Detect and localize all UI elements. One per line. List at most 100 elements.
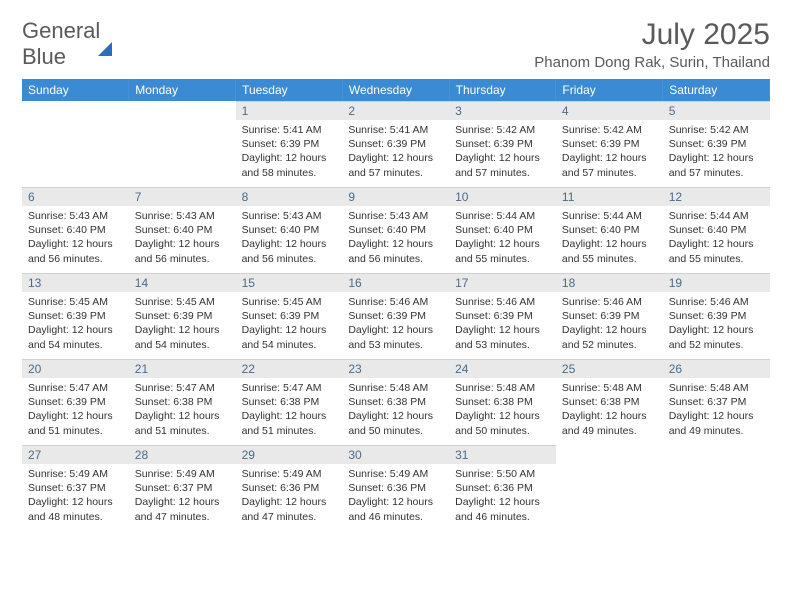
calendar-cell: 15Sunrise: 5:45 AMSunset: 6:39 PMDayligh… bbox=[236, 273, 343, 359]
calendar-cell: 10Sunrise: 5:44 AMSunset: 6:40 PMDayligh… bbox=[449, 187, 556, 273]
day-number: 7 bbox=[129, 187, 236, 206]
day-number: 2 bbox=[342, 101, 449, 120]
calendar-cell: 6Sunrise: 5:43 AMSunset: 6:40 PMDaylight… bbox=[22, 187, 129, 273]
day-number: 20 bbox=[22, 359, 129, 378]
day-details: Sunrise: 5:49 AMSunset: 6:36 PMDaylight:… bbox=[342, 464, 449, 530]
day-number: 3 bbox=[449, 101, 556, 120]
day-number: 14 bbox=[129, 273, 236, 292]
day-details: Sunrise: 5:47 AMSunset: 6:38 PMDaylight:… bbox=[129, 378, 236, 444]
day-details: Sunrise: 5:42 AMSunset: 6:39 PMDaylight:… bbox=[449, 120, 556, 186]
calendar-cell: 19Sunrise: 5:46 AMSunset: 6:39 PMDayligh… bbox=[663, 273, 770, 359]
header: General Blue July 2025 Phanom Dong Rak, … bbox=[22, 18, 770, 71]
day-details: Sunrise: 5:43 AMSunset: 6:40 PMDaylight:… bbox=[342, 206, 449, 272]
day-details: Sunrise: 5:42 AMSunset: 6:39 PMDaylight:… bbox=[556, 120, 663, 186]
calendar-cell: 22Sunrise: 5:47 AMSunset: 6:38 PMDayligh… bbox=[236, 359, 343, 445]
calendar-cell: 4Sunrise: 5:42 AMSunset: 6:39 PMDaylight… bbox=[556, 101, 663, 187]
day-details: Sunrise: 5:47 AMSunset: 6:39 PMDaylight:… bbox=[22, 378, 129, 444]
logo-word2: Blue bbox=[22, 44, 66, 69]
calendar-cell: 28Sunrise: 5:49 AMSunset: 6:37 PMDayligh… bbox=[129, 445, 236, 531]
day-number: 25 bbox=[556, 359, 663, 378]
day-details: Sunrise: 5:44 AMSunset: 6:40 PMDaylight:… bbox=[663, 206, 770, 272]
day-number: 28 bbox=[129, 445, 236, 464]
day-number: 27 bbox=[22, 445, 129, 464]
title-block: July 2025 Phanom Dong Rak, Surin, Thaila… bbox=[534, 18, 770, 71]
calendar-row: 1Sunrise: 5:41 AMSunset: 6:39 PMDaylight… bbox=[22, 101, 770, 187]
day-details: Sunrise: 5:46 AMSunset: 6:39 PMDaylight:… bbox=[449, 292, 556, 358]
day-number: 8 bbox=[236, 187, 343, 206]
weekday-header: Saturday bbox=[663, 79, 770, 101]
day-number: 30 bbox=[342, 445, 449, 464]
day-number: 29 bbox=[236, 445, 343, 464]
day-number: 6 bbox=[22, 187, 129, 206]
calendar-cell: 1Sunrise: 5:41 AMSunset: 6:39 PMDaylight… bbox=[236, 101, 343, 187]
day-number: 22 bbox=[236, 359, 343, 378]
day-details: Sunrise: 5:45 AMSunset: 6:39 PMDaylight:… bbox=[22, 292, 129, 358]
day-number: 17 bbox=[449, 273, 556, 292]
day-details: Sunrise: 5:42 AMSunset: 6:39 PMDaylight:… bbox=[663, 120, 770, 186]
day-details: Sunrise: 5:49 AMSunset: 6:36 PMDaylight:… bbox=[236, 464, 343, 530]
calendar-cell: 5Sunrise: 5:42 AMSunset: 6:39 PMDaylight… bbox=[663, 101, 770, 187]
day-details: Sunrise: 5:48 AMSunset: 6:37 PMDaylight:… bbox=[663, 378, 770, 444]
calendar-cell bbox=[129, 101, 236, 187]
day-number: 5 bbox=[663, 101, 770, 120]
day-number: 24 bbox=[449, 359, 556, 378]
calendar-cell: 2Sunrise: 5:41 AMSunset: 6:39 PMDaylight… bbox=[342, 101, 449, 187]
day-number: 1 bbox=[236, 101, 343, 120]
day-number: 9 bbox=[342, 187, 449, 206]
calendar-cell: 17Sunrise: 5:46 AMSunset: 6:39 PMDayligh… bbox=[449, 273, 556, 359]
logo-triangle-icon bbox=[98, 25, 112, 56]
calendar-cell: 18Sunrise: 5:46 AMSunset: 6:39 PMDayligh… bbox=[556, 273, 663, 359]
weekday-header: Friday bbox=[556, 79, 663, 101]
day-number: 31 bbox=[449, 445, 556, 464]
day-details: Sunrise: 5:43 AMSunset: 6:40 PMDaylight:… bbox=[22, 206, 129, 272]
day-number: 16 bbox=[342, 273, 449, 292]
weekday-header: Tuesday bbox=[236, 79, 343, 101]
day-details: Sunrise: 5:50 AMSunset: 6:36 PMDaylight:… bbox=[449, 464, 556, 530]
calendar-cell: 26Sunrise: 5:48 AMSunset: 6:37 PMDayligh… bbox=[663, 359, 770, 445]
calendar-cell: 11Sunrise: 5:44 AMSunset: 6:40 PMDayligh… bbox=[556, 187, 663, 273]
logo: General Blue bbox=[22, 18, 112, 70]
day-number: 18 bbox=[556, 273, 663, 292]
day-number: 12 bbox=[663, 187, 770, 206]
calendar-cell: 8Sunrise: 5:43 AMSunset: 6:40 PMDaylight… bbox=[236, 187, 343, 273]
month-title: July 2025 bbox=[534, 18, 770, 52]
day-number: 15 bbox=[236, 273, 343, 292]
day-number: 4 bbox=[556, 101, 663, 120]
day-details: Sunrise: 5:44 AMSunset: 6:40 PMDaylight:… bbox=[556, 206, 663, 272]
logo-word1: General bbox=[22, 18, 100, 43]
logo-text: General Blue bbox=[22, 18, 112, 70]
calendar-cell: 7Sunrise: 5:43 AMSunset: 6:40 PMDaylight… bbox=[129, 187, 236, 273]
day-number: 21 bbox=[129, 359, 236, 378]
calendar-cell: 16Sunrise: 5:46 AMSunset: 6:39 PMDayligh… bbox=[342, 273, 449, 359]
day-details: Sunrise: 5:41 AMSunset: 6:39 PMDaylight:… bbox=[342, 120, 449, 186]
day-number: 26 bbox=[663, 359, 770, 378]
calendar-cell: 29Sunrise: 5:49 AMSunset: 6:36 PMDayligh… bbox=[236, 445, 343, 531]
day-number: 23 bbox=[342, 359, 449, 378]
calendar-cell: 31Sunrise: 5:50 AMSunset: 6:36 PMDayligh… bbox=[449, 445, 556, 531]
day-number: 11 bbox=[556, 187, 663, 206]
calendar-cell: 23Sunrise: 5:48 AMSunset: 6:38 PMDayligh… bbox=[342, 359, 449, 445]
day-details: Sunrise: 5:41 AMSunset: 6:39 PMDaylight:… bbox=[236, 120, 343, 186]
day-details: Sunrise: 5:48 AMSunset: 6:38 PMDaylight:… bbox=[342, 378, 449, 444]
weekday-header: Sunday bbox=[22, 79, 129, 101]
day-details: Sunrise: 5:45 AMSunset: 6:39 PMDaylight:… bbox=[236, 292, 343, 358]
calendar-cell: 21Sunrise: 5:47 AMSunset: 6:38 PMDayligh… bbox=[129, 359, 236, 445]
day-number: 10 bbox=[449, 187, 556, 206]
day-details: Sunrise: 5:43 AMSunset: 6:40 PMDaylight:… bbox=[129, 206, 236, 272]
calendar-cell: 13Sunrise: 5:45 AMSunset: 6:39 PMDayligh… bbox=[22, 273, 129, 359]
day-details: Sunrise: 5:46 AMSunset: 6:39 PMDaylight:… bbox=[556, 292, 663, 358]
weekday-header: Monday bbox=[129, 79, 236, 101]
calendar-cell: 14Sunrise: 5:45 AMSunset: 6:39 PMDayligh… bbox=[129, 273, 236, 359]
day-details: Sunrise: 5:48 AMSunset: 6:38 PMDaylight:… bbox=[449, 378, 556, 444]
calendar-cell bbox=[556, 445, 663, 531]
calendar-cell: 25Sunrise: 5:48 AMSunset: 6:38 PMDayligh… bbox=[556, 359, 663, 445]
day-details: Sunrise: 5:49 AMSunset: 6:37 PMDaylight:… bbox=[129, 464, 236, 530]
calendar-cell: 9Sunrise: 5:43 AMSunset: 6:40 PMDaylight… bbox=[342, 187, 449, 273]
calendar-cell: 24Sunrise: 5:48 AMSunset: 6:38 PMDayligh… bbox=[449, 359, 556, 445]
location: Phanom Dong Rak, Surin, Thailand bbox=[534, 54, 770, 71]
day-details: Sunrise: 5:44 AMSunset: 6:40 PMDaylight:… bbox=[449, 206, 556, 272]
day-details: Sunrise: 5:46 AMSunset: 6:39 PMDaylight:… bbox=[342, 292, 449, 358]
day-details: Sunrise: 5:43 AMSunset: 6:40 PMDaylight:… bbox=[236, 206, 343, 272]
calendar-body: 1Sunrise: 5:41 AMSunset: 6:39 PMDaylight… bbox=[22, 101, 770, 531]
calendar-cell: 27Sunrise: 5:49 AMSunset: 6:37 PMDayligh… bbox=[22, 445, 129, 531]
